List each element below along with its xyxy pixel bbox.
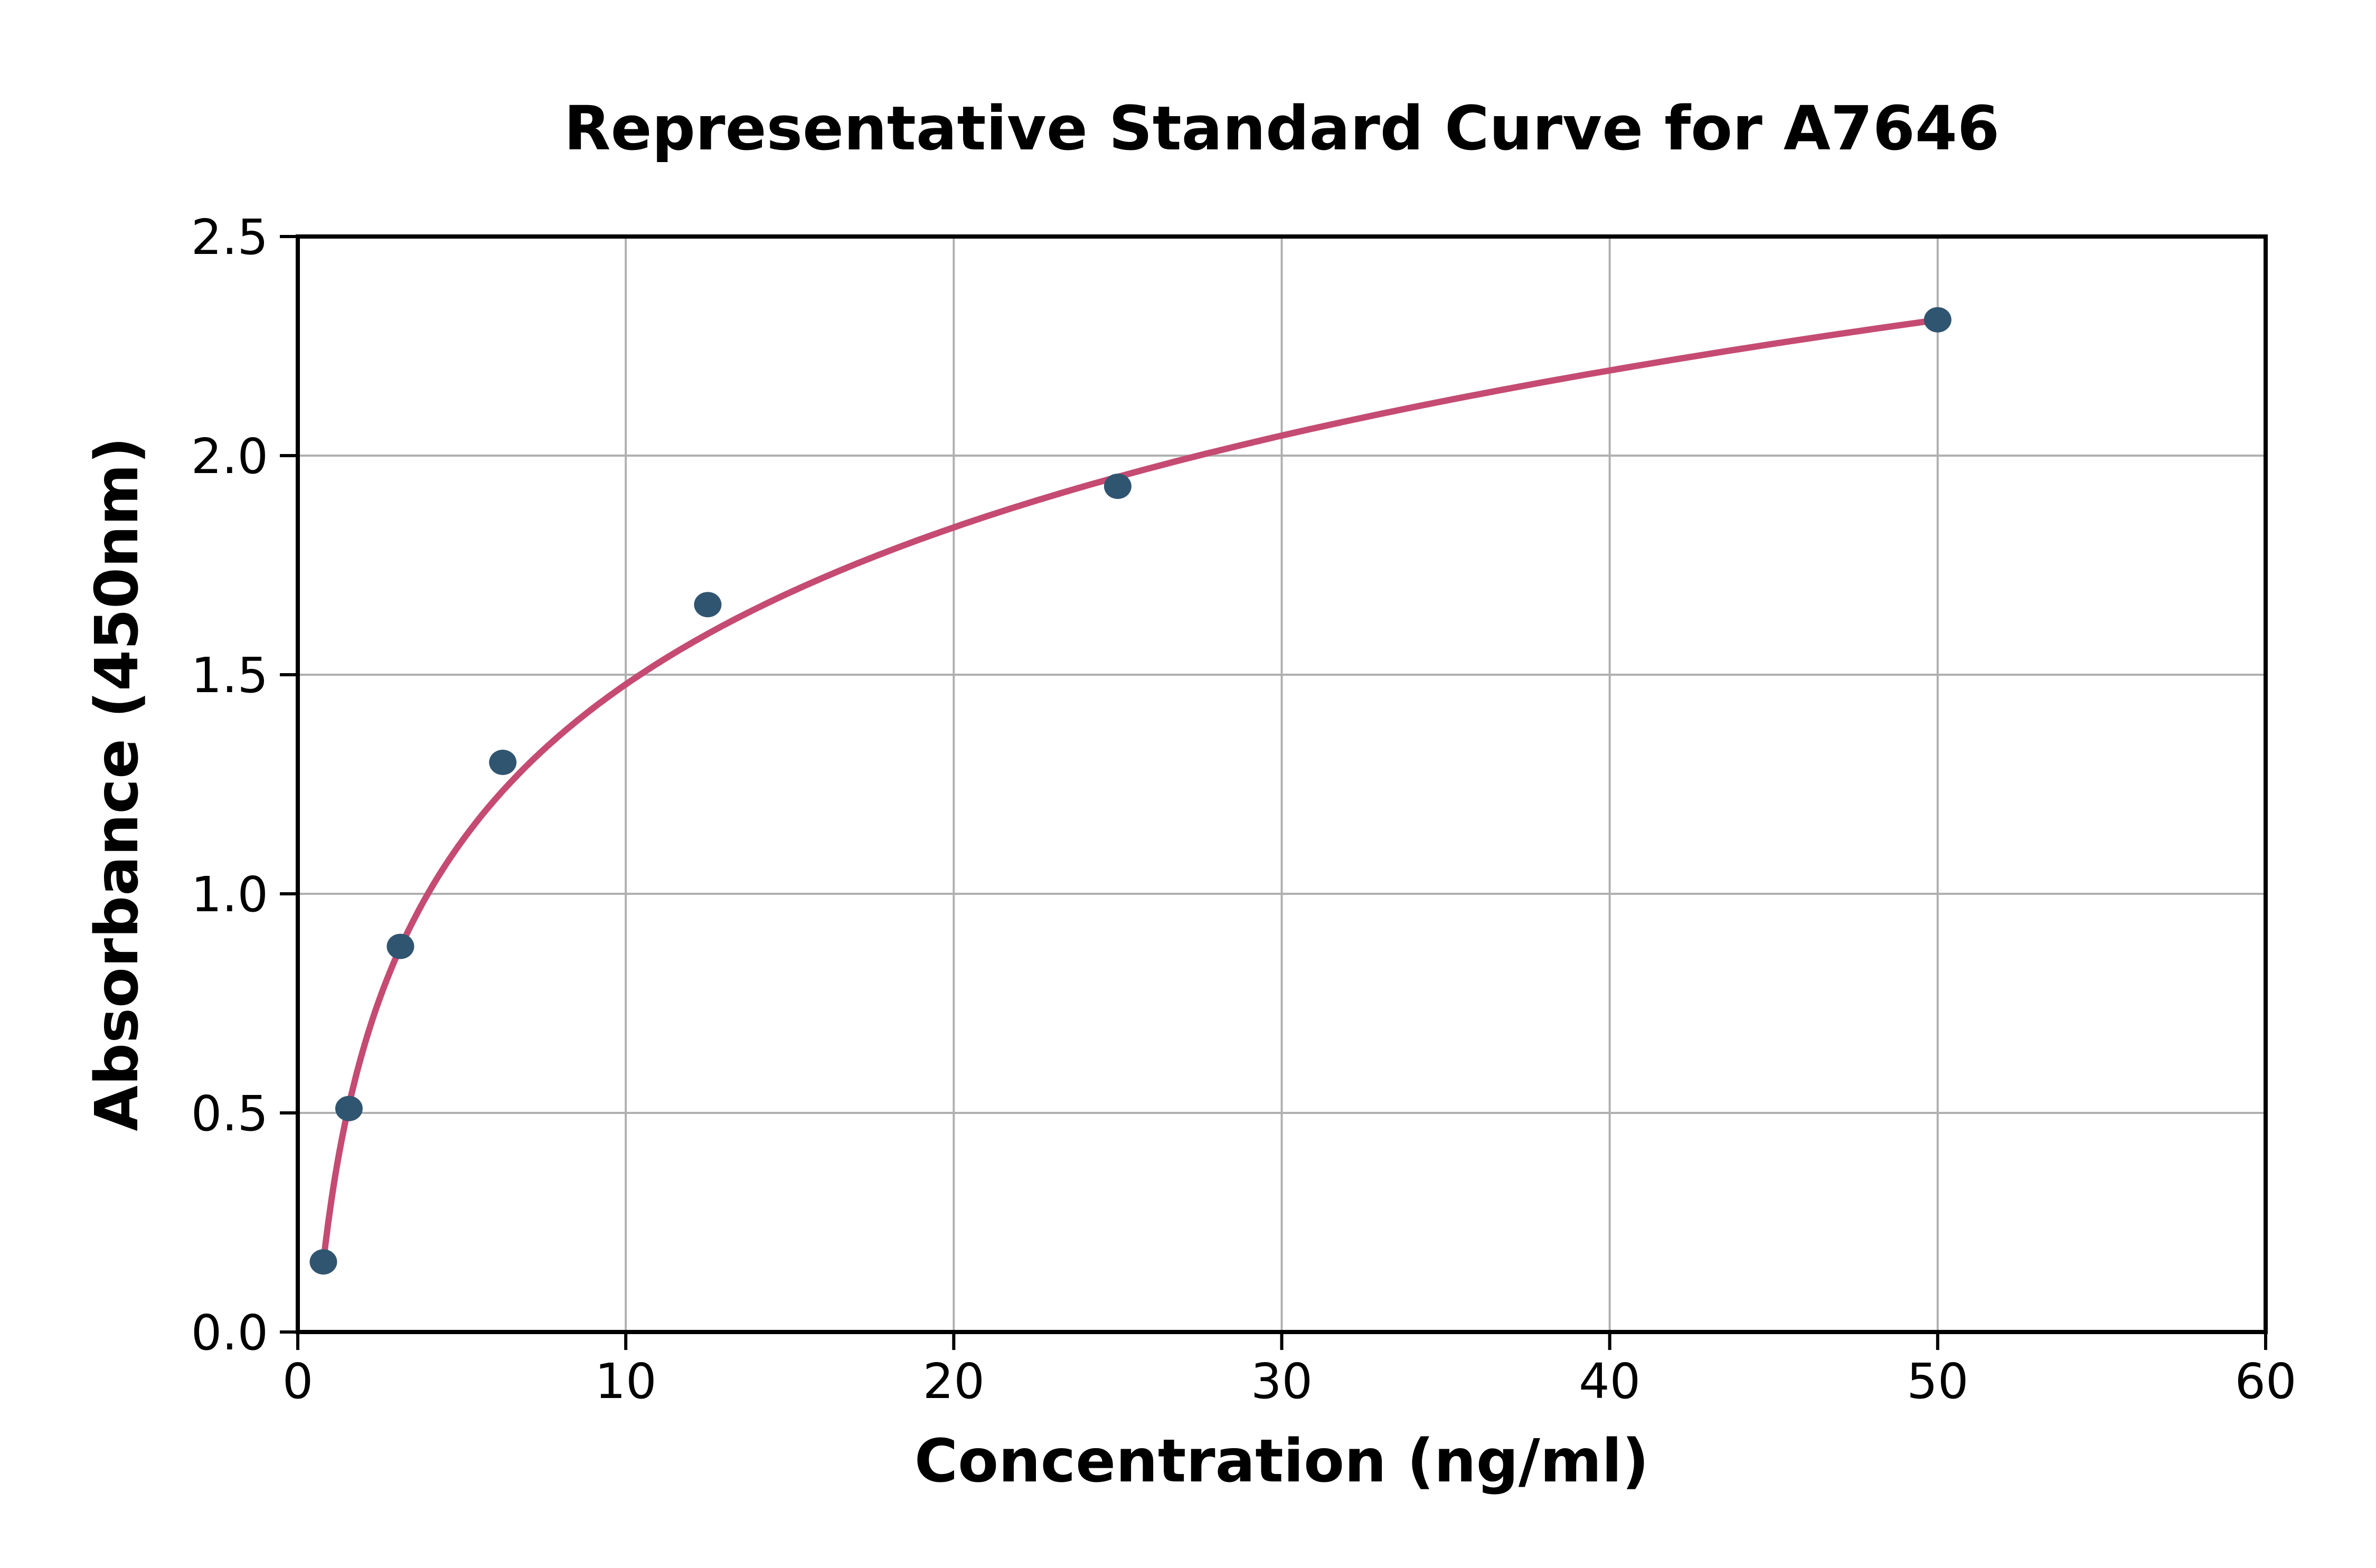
- x-tick-label: 20: [923, 1353, 985, 1410]
- x-tick-label: 40: [1579, 1353, 1640, 1410]
- y-tick-label: 1.0: [191, 866, 268, 923]
- chart-title: Representative Standard Curve for A7646: [564, 93, 2000, 164]
- x-tick-label: 0: [282, 1353, 314, 1410]
- y-tick-label: 2.0: [191, 428, 268, 485]
- x-tick-label: 60: [2234, 1353, 2296, 1410]
- data-point: [386, 933, 414, 959]
- fit-curve: [320, 316, 1941, 1265]
- data-point: [1924, 307, 1951, 333]
- x-axis-label: Concentration (ng/ml): [914, 1427, 1649, 1496]
- x-tick-label: 50: [1907, 1353, 1968, 1410]
- x-tick-label: 30: [1251, 1353, 1313, 1410]
- data-point: [309, 1249, 337, 1275]
- y-tick-label: 2.5: [191, 209, 268, 266]
- data-point: [694, 592, 722, 618]
- y-tick-label: 1.5: [191, 647, 268, 704]
- data-point: [489, 750, 517, 775]
- data-point: [335, 1095, 363, 1121]
- data-point: [1104, 474, 1132, 499]
- y-tick-label: 0.0: [191, 1305, 268, 1361]
- x-tick-label: 10: [595, 1353, 657, 1410]
- y-tick-label: 0.5: [191, 1085, 268, 1142]
- y-axis-label: Absorbance (450nm): [83, 437, 152, 1131]
